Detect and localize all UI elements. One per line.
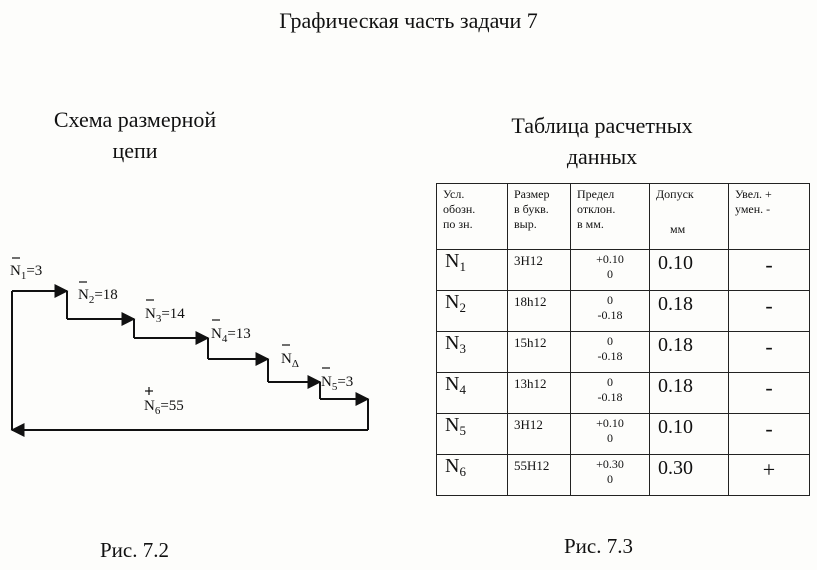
page-title: Графическая часть задачи 7 — [279, 8, 538, 33]
cell-limit: 0 -0.18 — [570, 290, 650, 332]
label-n2: N2=18 — [78, 287, 118, 306]
label-ndelta: NΔ — [281, 351, 299, 370]
label-n6: N6=55 — [144, 398, 184, 417]
cell-limit: +0.10 0 — [570, 249, 650, 291]
cell-size: 18h12 — [507, 290, 571, 332]
table-row: N5 3H12 +0.10 0 0.10- — [436, 413, 810, 455]
table-header-row: Усл. обозн. по зн. Размер в букв. выр. П… — [436, 183, 810, 250]
cell-symbol: N1 — [436, 249, 508, 291]
header-symbol: Усл. обозн. по зн. — [436, 183, 508, 250]
table-row: N2 18h12 0 -0.18 0.18- — [436, 290, 810, 332]
label-n1: N1=3 — [10, 263, 42, 282]
cell-sign: - — [728, 372, 810, 414]
table-row: N1 3H12 +0.10 0 0.10- — [436, 249, 810, 291]
cell-limit: +0.10 0 — [570, 413, 650, 455]
scheme-heading-line1: Схема размерной — [53, 107, 217, 132]
label-n4: N4=13 — [211, 326, 251, 345]
header-tolerance: Допуск мм — [649, 183, 729, 250]
cell-symbol: N2 — [436, 290, 508, 332]
table-heading-line2: данных — [566, 144, 638, 169]
cell-tolerance: 0.30 — [649, 454, 729, 496]
cell-symbol: N6 — [436, 454, 508, 496]
cell-size: 3H12 — [507, 413, 571, 455]
cell-sign: - — [728, 249, 810, 291]
label-n3: N3=14 — [145, 306, 185, 325]
table-row: N6 55H12 +0.30 0 0.30 + — [436, 454, 810, 496]
table-row: N3 15h12 0 -0.18 0.18- — [436, 331, 810, 373]
cell-size: 13h12 — [507, 372, 571, 414]
cell-sign: - — [728, 413, 810, 455]
cell-size: 3H12 — [507, 249, 571, 291]
cell-tolerance: 0.18 — [649, 331, 729, 373]
header-sign: Увел. + умен. - — [728, 183, 810, 250]
label-n5: N5=3 — [321, 374, 353, 393]
cell-size: 55H12 — [507, 454, 571, 496]
calculation-table: Усл. обозн. по зн. Размер в букв. выр. П… — [436, 183, 810, 496]
cell-tolerance: 0.10 — [649, 249, 729, 291]
header-limit: Предел отклон. в мм. — [570, 183, 650, 250]
figure-caption-scheme: Рис. 7.2 — [100, 538, 169, 562]
cell-symbol: N4 — [436, 372, 508, 414]
cell-limit: 0 -0.18 — [570, 372, 650, 414]
cell-sign: + — [728, 454, 810, 496]
table-row: N4 13h12 0 -0.18 0.18- — [436, 372, 810, 414]
cell-symbol: N3 — [436, 331, 508, 373]
cell-limit: +0.30 0 — [570, 454, 650, 496]
table-heading-line1: Таблица расчетных — [511, 113, 693, 138]
header-size: Размер в букв. выр. — [507, 183, 571, 250]
scheme-heading-line2: цепи — [112, 138, 158, 163]
table-heading: Таблица расчетных данных — [468, 110, 736, 172]
cell-limit: 0 -0.18 — [570, 331, 650, 373]
cell-tolerance: 0.18 — [649, 372, 729, 414]
cell-tolerance: 0.18 — [649, 290, 729, 332]
dimension-chain-diagram: N1=3 N2=18 N3=14 N4=13 NΔ N5=3 N6=55 — [10, 257, 370, 437]
cell-sign: - — [728, 290, 810, 332]
scheme-heading: Схема размерной цепи — [20, 104, 250, 166]
figure-caption-table: Рис. 7.3 — [564, 534, 633, 558]
cell-symbol: N5 — [436, 413, 508, 455]
cell-size: 15h12 — [507, 331, 571, 373]
cell-sign: - — [728, 331, 810, 373]
cell-tolerance: 0.10 — [649, 413, 729, 455]
